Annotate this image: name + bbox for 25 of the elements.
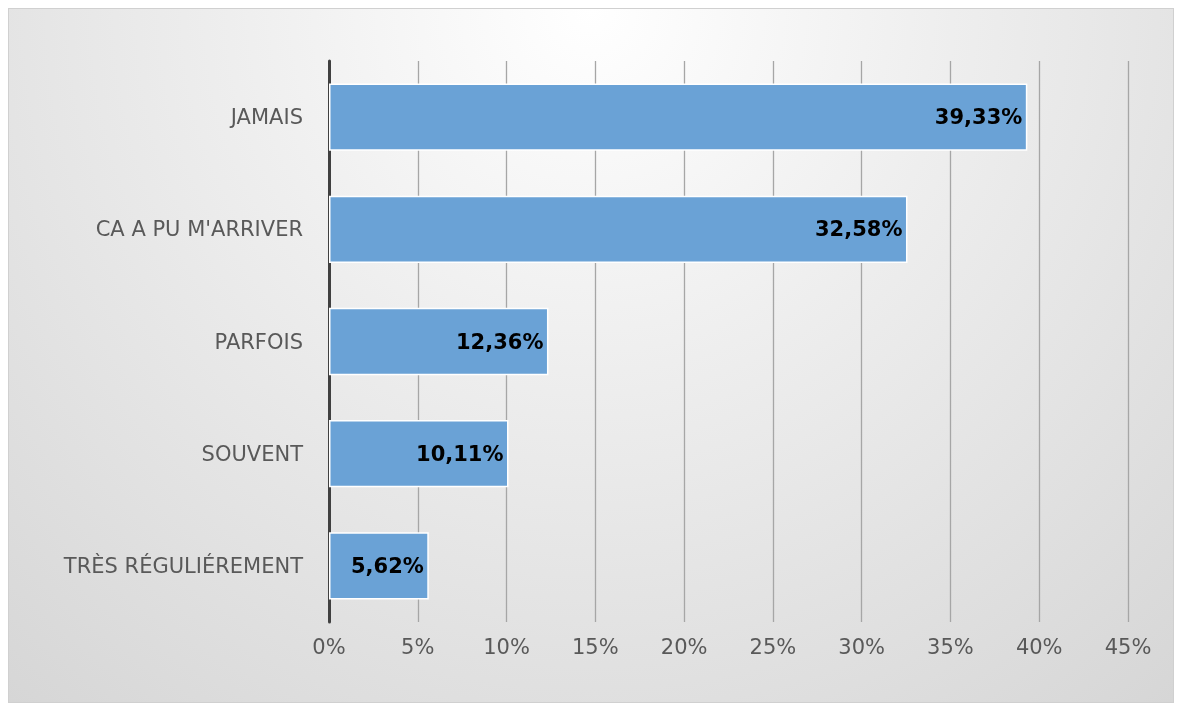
x-tick-label: 20% [660,634,708,659]
bar [329,532,429,600]
y-tick-label: CA A PU M'ARRIVER [95,217,303,242]
x-tick-label: 5% [401,634,435,659]
data-label: 39,33% [934,105,1023,130]
x-tick-label: 45% [1104,634,1152,659]
bar [329,195,908,263]
bar [329,307,549,376]
x-tick-label: 35% [927,634,974,659]
bar [329,420,509,488]
y-tick-label: SOUVENT [201,441,304,466]
data-label: 10,11% [416,441,504,466]
x-tick-label: 30% [838,634,886,659]
data-label: 5,62% [350,553,424,578]
x-tick-label: 10% [483,634,530,659]
bar [329,83,1028,151]
x-tick-label: 40% [1015,634,1063,659]
y-tick-label: JAMAIS [228,105,303,130]
data-label: 32,58% [815,217,903,242]
x-tick-label: 25% [749,634,797,659]
x-tick-label: 15% [571,634,619,659]
y-tick-label: TRÈS RÉGULIÉREMENT [62,552,304,578]
data-label: 12,36% [455,329,544,354]
y-tick-label: PARFOIS [214,329,303,354]
x-tick-label: 0% [312,634,346,659]
